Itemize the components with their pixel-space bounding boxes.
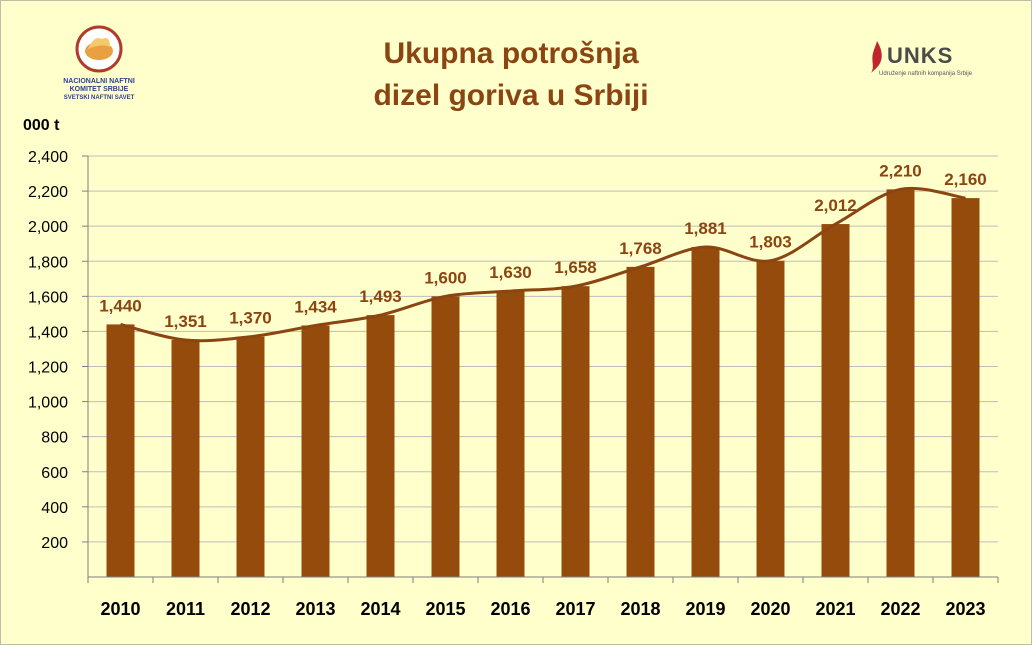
bar [301, 325, 330, 577]
bar [626, 266, 655, 577]
bar [691, 247, 720, 577]
data-label: 1,440 [99, 296, 142, 315]
data-label: 1,881 [684, 219, 727, 238]
flame-emblem-icon [75, 25, 123, 73]
data-labels: 1,440 1,351 1,370 1,434 1,493 1,600 1,630 1,658… [99, 161, 987, 331]
y-tick-label: 1,800 [28, 254, 68, 271]
chart-title: Ukupna potrošnja dizel goriva u Srbiji [301, 33, 721, 117]
data-label: 2,160 [944, 170, 987, 189]
chart-title-line-2: dizel goriva u Srbiji [373, 79, 649, 112]
trend-line-layer [120, 186, 966, 343]
y-tick-label: 800 [41, 430, 68, 447]
y-axis-unit: 000 t [23, 117, 60, 134]
data-label: 1,803 [749, 233, 792, 252]
y-tick-label: 1,000 [28, 395, 68, 412]
unks-subtitle: Udruženje naftnih kompanija Srbije [879, 71, 973, 77]
y-tick-label: 1,400 [28, 324, 68, 341]
y-axis-ticks: 200 400 600 800 1,000 1,200 1,400 1,600 1,800 2,0… [28, 149, 88, 552]
nnks-logo-line-1: NACIONALNI NAFTNI [63, 78, 135, 85]
data-label: 1,600 [424, 268, 467, 287]
y-tick-label: 1,600 [28, 289, 68, 306]
bar [821, 224, 850, 578]
x-tick-label: 2014 [360, 599, 400, 619]
y-tick-label: 400 [41, 500, 68, 517]
x-tick-label: 2012 [230, 599, 270, 619]
x-tick-label: 2016 [490, 599, 530, 619]
y-tick-label: 600 [41, 465, 68, 482]
data-label: 1,768 [619, 239, 662, 258]
y-tick-label: 200 [41, 535, 68, 552]
bar [496, 291, 525, 577]
data-label: 1,493 [359, 287, 402, 306]
x-tick-label: 2017 [555, 599, 595, 619]
data-label: 1,658 [554, 258, 597, 277]
x-tick-label: 2011 [166, 599, 205, 619]
x-axis-ticks: 2010 2011 2012 2013 2014 2015 2016 2017 2018 2019… [87, 577, 999, 619]
data-label: 1,434 [294, 297, 337, 316]
data-label: 2,012 [814, 196, 857, 215]
bar [171, 340, 200, 577]
x-tick-label: 2018 [620, 599, 660, 619]
bar [431, 296, 460, 577]
y-tick-label: 2,200 [28, 184, 68, 201]
nnks-logo: NACIONALNI NAFTNI KOMITET SRBIJE SVETSKI… [53, 25, 145, 102]
data-label: 1,630 [489, 263, 532, 282]
x-tick-label: 2010 [100, 599, 140, 619]
x-tick-label: 2021 [815, 599, 855, 619]
x-tick-label: 2020 [750, 599, 790, 619]
unks-name: UNKS [887, 43, 954, 68]
x-tick-label: 2019 [685, 599, 725, 619]
bar [756, 260, 785, 577]
data-label: 2,210 [879, 161, 922, 180]
data-label: 1,370 [229, 309, 272, 328]
bar [366, 315, 395, 577]
y-tick-label: 2,000 [28, 219, 68, 236]
y-tick-label: 1,200 [28, 360, 68, 377]
bars [106, 189, 980, 578]
data-label: 1,351 [164, 312, 207, 331]
gridlines [88, 155, 998, 543]
x-tick-label: 2023 [945, 599, 985, 619]
chart-title-line-1: Ukupna potrošnja [383, 37, 639, 70]
bar [236, 336, 265, 577]
nnks-logo-line-3: SVETSKI NAFTNI SAVET [63, 95, 135, 101]
x-tick-label: 2013 [295, 599, 335, 619]
bar [951, 198, 980, 577]
bar [886, 189, 915, 577]
trend-line [120, 186, 966, 343]
y-tick-label: 2,400 [28, 149, 68, 166]
nnks-logo-line-2: KOMITET SRBIJE [69, 86, 129, 93]
x-tick-label: 2015 [425, 599, 465, 619]
drop-icon [871, 41, 882, 73]
bar [561, 286, 590, 577]
bar [106, 324, 135, 577]
x-tick-label: 2022 [880, 599, 920, 619]
